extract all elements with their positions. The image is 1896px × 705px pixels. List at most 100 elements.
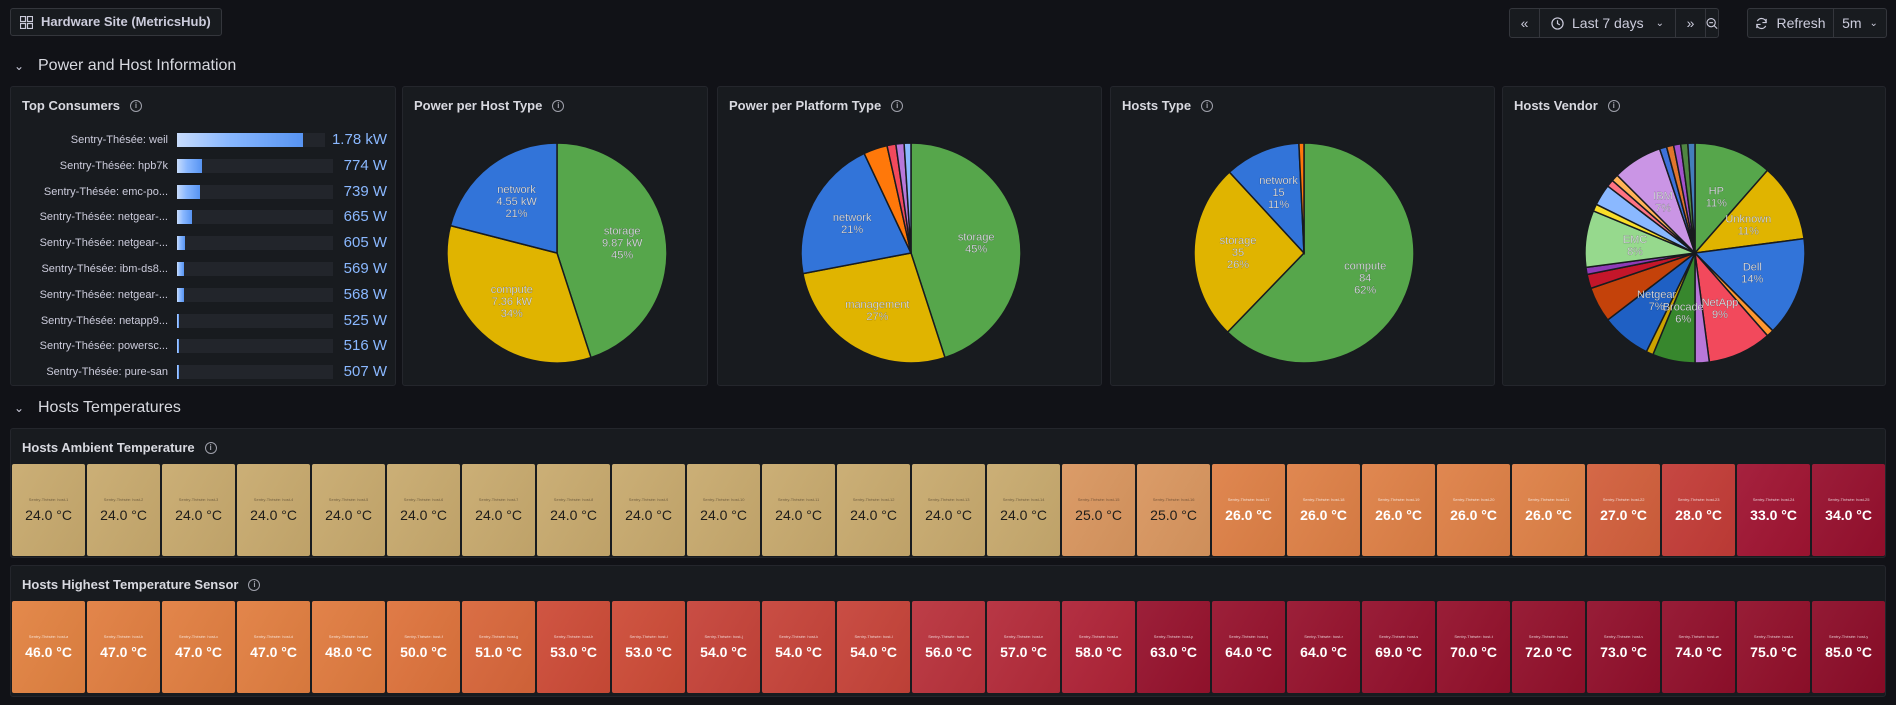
tile-value: 24.0 °C (775, 507, 823, 523)
temperature-tile[interactable]: Sentry-Thésée: host-17 26.0 °C (1212, 464, 1286, 556)
tile-host-name: Sentry-Thésée: host-2 (103, 497, 144, 502)
panel-title-text: Hosts Vendor (1514, 98, 1598, 113)
temperature-tile[interactable]: Sentry-Thésée: host-24 33.0 °C (1737, 464, 1811, 556)
tile-value: 24.0 °C (475, 507, 523, 523)
temperature-tile[interactable]: Sentry-Thésée: host-25 34.0 °C (1812, 464, 1886, 556)
temperature-tile[interactable]: Sentry-Thésée: host-19 26.0 °C (1362, 464, 1436, 556)
refresh-button[interactable]: Refresh (1748, 9, 1834, 37)
info-icon[interactable]: i (248, 578, 261, 591)
tile-value: 57.0 °C (1000, 644, 1048, 660)
time-range-button[interactable]: Last 7 days ⌄ (1540, 9, 1676, 37)
temperature-tile[interactable]: Sentry-Thésée: host-r 64.0 °C (1287, 601, 1361, 693)
temperature-tile[interactable]: Sentry-Thésée: host-4 24.0 °C (237, 464, 311, 556)
temperature-tile[interactable]: Sentry-Thésée: host-y 85.0 °C (1812, 601, 1886, 693)
temperature-tile[interactable]: Sentry-Thésée: host-l 54.0 °C (837, 601, 911, 693)
pie-slice[interactable] (1693, 237, 1806, 332)
info-icon[interactable]: i (1201, 99, 1214, 112)
tile-value: 24.0 °C (700, 507, 748, 523)
pie-slice[interactable] (556, 142, 668, 359)
pie-slice[interactable] (449, 142, 558, 254)
section-power-host-info[interactable]: ⌄ Power and Host Information (14, 54, 236, 78)
temperature-tile[interactable]: Sentry-Thésée: host-h 53.0 °C (537, 601, 611, 693)
pie-slice[interactable] (1193, 171, 1306, 334)
temperature-tile[interactable]: Sentry-Thésée: host-10 24.0 °C (687, 464, 761, 556)
temperature-tile[interactable]: Sentry-Thésée: host-20 26.0 °C (1437, 464, 1511, 556)
tile-value: 27.0 °C (1600, 507, 1648, 523)
bar-value: 774 W (343, 156, 387, 174)
pie-slice-label: network (833, 212, 872, 224)
info-icon[interactable]: i (552, 99, 565, 112)
temperature-tile[interactable]: Sentry-Thésée: host-g 51.0 °C (462, 601, 536, 693)
temperature-tile[interactable]: Sentry-Thésée: host-n 57.0 °C (987, 601, 1061, 693)
info-icon[interactable]: i (204, 441, 217, 454)
temperature-tile[interactable]: Sentry-Thésée: host-16 25.0 °C (1137, 464, 1211, 556)
temperature-tile[interactable]: Sentry-Thésée: host-2 24.0 °C (87, 464, 161, 556)
temperature-tile[interactable]: Sentry-Thésée: host-1 24.0 °C (12, 464, 86, 556)
time-shift-forward-button[interactable]: » (1676, 9, 1706, 37)
temperature-tile[interactable]: Sentry-Thésée: host-12 24.0 °C (837, 464, 911, 556)
pie-slice[interactable] (1693, 169, 1805, 255)
info-icon[interactable]: i (891, 99, 904, 112)
double-chevron-left-icon: « (1520, 15, 1529, 31)
section-hosts-temperatures[interactable]: ⌄ Hosts Temperatures (14, 396, 181, 420)
temperature-tile[interactable]: Sentry-Thésée: host-p 63.0 °C (1137, 601, 1211, 693)
temperature-tile[interactable]: Sentry-Thésée: host-11 24.0 °C (762, 464, 836, 556)
temperature-tile[interactable]: Sentry-Thésée: host-m 56.0 °C (912, 601, 986, 693)
pie-slice[interactable] (903, 142, 912, 254)
tile-value: 24.0 °C (400, 507, 448, 523)
temperature-tile[interactable]: Sentry-Thésée: host-23 28.0 °C (1662, 464, 1736, 556)
temperature-tile[interactable]: Sentry-Thésée: host-v 73.0 °C (1587, 601, 1661, 693)
temperature-tile[interactable]: Sentry-Thésée: host-o 58.0 °C (1062, 601, 1136, 693)
temperature-tile[interactable]: Sentry-Thésée: host-f 50.0 °C (387, 601, 461, 693)
pie-slice[interactable] (800, 152, 913, 275)
pie-slice[interactable] (802, 252, 946, 364)
panel-title-text: Hosts Type (1122, 98, 1192, 113)
temperature-tile[interactable]: Sentry-Thésée: host-13 24.0 °C (912, 464, 986, 556)
pie-slice[interactable] (1694, 142, 1769, 255)
temperature-tile[interactable]: Sentry-Thésée: host-t 70.0 °C (1437, 601, 1511, 693)
temperature-tile[interactable]: Sentry-Thésée: host-22 27.0 °C (1587, 464, 1661, 556)
temperature-tile[interactable]: Sentry-Thésée: host-w 74.0 °C (1662, 601, 1736, 693)
info-icon[interactable]: i (130, 99, 142, 112)
temperature-tile[interactable]: Sentry-Thésée: host-x 75.0 °C (1737, 601, 1811, 693)
temperature-tile[interactable]: Sentry-Thésée: host-j 54.0 °C (687, 601, 761, 693)
temperature-tile[interactable]: Sentry-Thésée: host-k 54.0 °C (762, 601, 836, 693)
pie-slice[interactable] (1298, 142, 1305, 254)
tile-host-name: Sentry-Thésée: host-k (778, 634, 819, 639)
temperature-tile[interactable]: Sentry-Thésée: host-21 26.0 °C (1512, 464, 1586, 556)
temperature-tile[interactable]: Sentry-Thésée: host-5 24.0 °C (312, 464, 386, 556)
temperature-tile[interactable]: Sentry-Thésée: host-7 24.0 °C (462, 464, 536, 556)
temperature-tile[interactable]: Sentry-Thésée: host-c 47.0 °C (162, 601, 236, 693)
dashboard-title-button[interactable]: Hardware Site (MetricsHub) (10, 8, 222, 36)
info-icon[interactable]: i (1607, 99, 1620, 112)
pie-slice[interactable] (1226, 142, 1415, 364)
temperature-tile[interactable]: Sentry-Thésée: host-s 69.0 °C (1362, 601, 1436, 693)
pie-slice[interactable] (1228, 142, 1305, 256)
dashboard-title: Hardware Site (MetricsHub) (41, 14, 211, 29)
temperature-tile[interactable]: Sentry-Thésée: host-b 47.0 °C (87, 601, 161, 693)
temperature-tile[interactable]: Sentry-Thésée: host-u 72.0 °C (1512, 601, 1586, 693)
pie-slice[interactable] (1687, 142, 1696, 254)
temperature-tile[interactable]: Sentry-Thésée: host-d 47.0 °C (237, 601, 311, 693)
pie-slice-label: 7.36 kW (492, 296, 533, 308)
pie-slice[interactable] (446, 224, 592, 364)
pie-slice[interactable] (910, 142, 1022, 359)
temperature-tile[interactable]: Sentry-Thésée: host-15 25.0 °C (1062, 464, 1136, 556)
temperature-tile[interactable]: Sentry-Thésée: host-3 24.0 °C (162, 464, 236, 556)
refresh-interval-button[interactable]: 5m ⌄ (1834, 9, 1886, 37)
temperature-tile[interactable]: Sentry-Thésée: host-18 26.0 °C (1287, 464, 1361, 556)
temperature-tile[interactable]: Sentry-Thésée: host-a 46.0 °C (12, 601, 86, 693)
temperature-tile[interactable]: Sentry-Thésée: host-6 24.0 °C (387, 464, 461, 556)
temperature-tile[interactable]: Sentry-Thésée: host-i 53.0 °C (612, 601, 686, 693)
tile-value: 26.0 °C (1450, 507, 1498, 523)
panel-ambient-temperature: Hosts Ambient Temperature i Sentry-Thésé… (10, 428, 1886, 558)
zoom-out-button[interactable] (1706, 9, 1718, 37)
time-shift-back-button[interactable]: « (1510, 9, 1540, 37)
temperature-tile[interactable]: Sentry-Thésée: host-e 48.0 °C (312, 601, 386, 693)
temperature-tile[interactable]: Sentry-Thésée: host-14 24.0 °C (987, 464, 1061, 556)
bar-label: Sentry-Thésée: ibm-ds8... (41, 263, 168, 275)
temperature-tile[interactable]: Sentry-Thésée: host-9 24.0 °C (612, 464, 686, 556)
temperature-tile[interactable]: Sentry-Thésée: host-q 64.0 °C (1212, 601, 1286, 693)
bar-label: Sentry-Thésée: emc-po... (43, 185, 168, 198)
temperature-tile[interactable]: Sentry-Thésée: host-8 24.0 °C (537, 464, 611, 556)
